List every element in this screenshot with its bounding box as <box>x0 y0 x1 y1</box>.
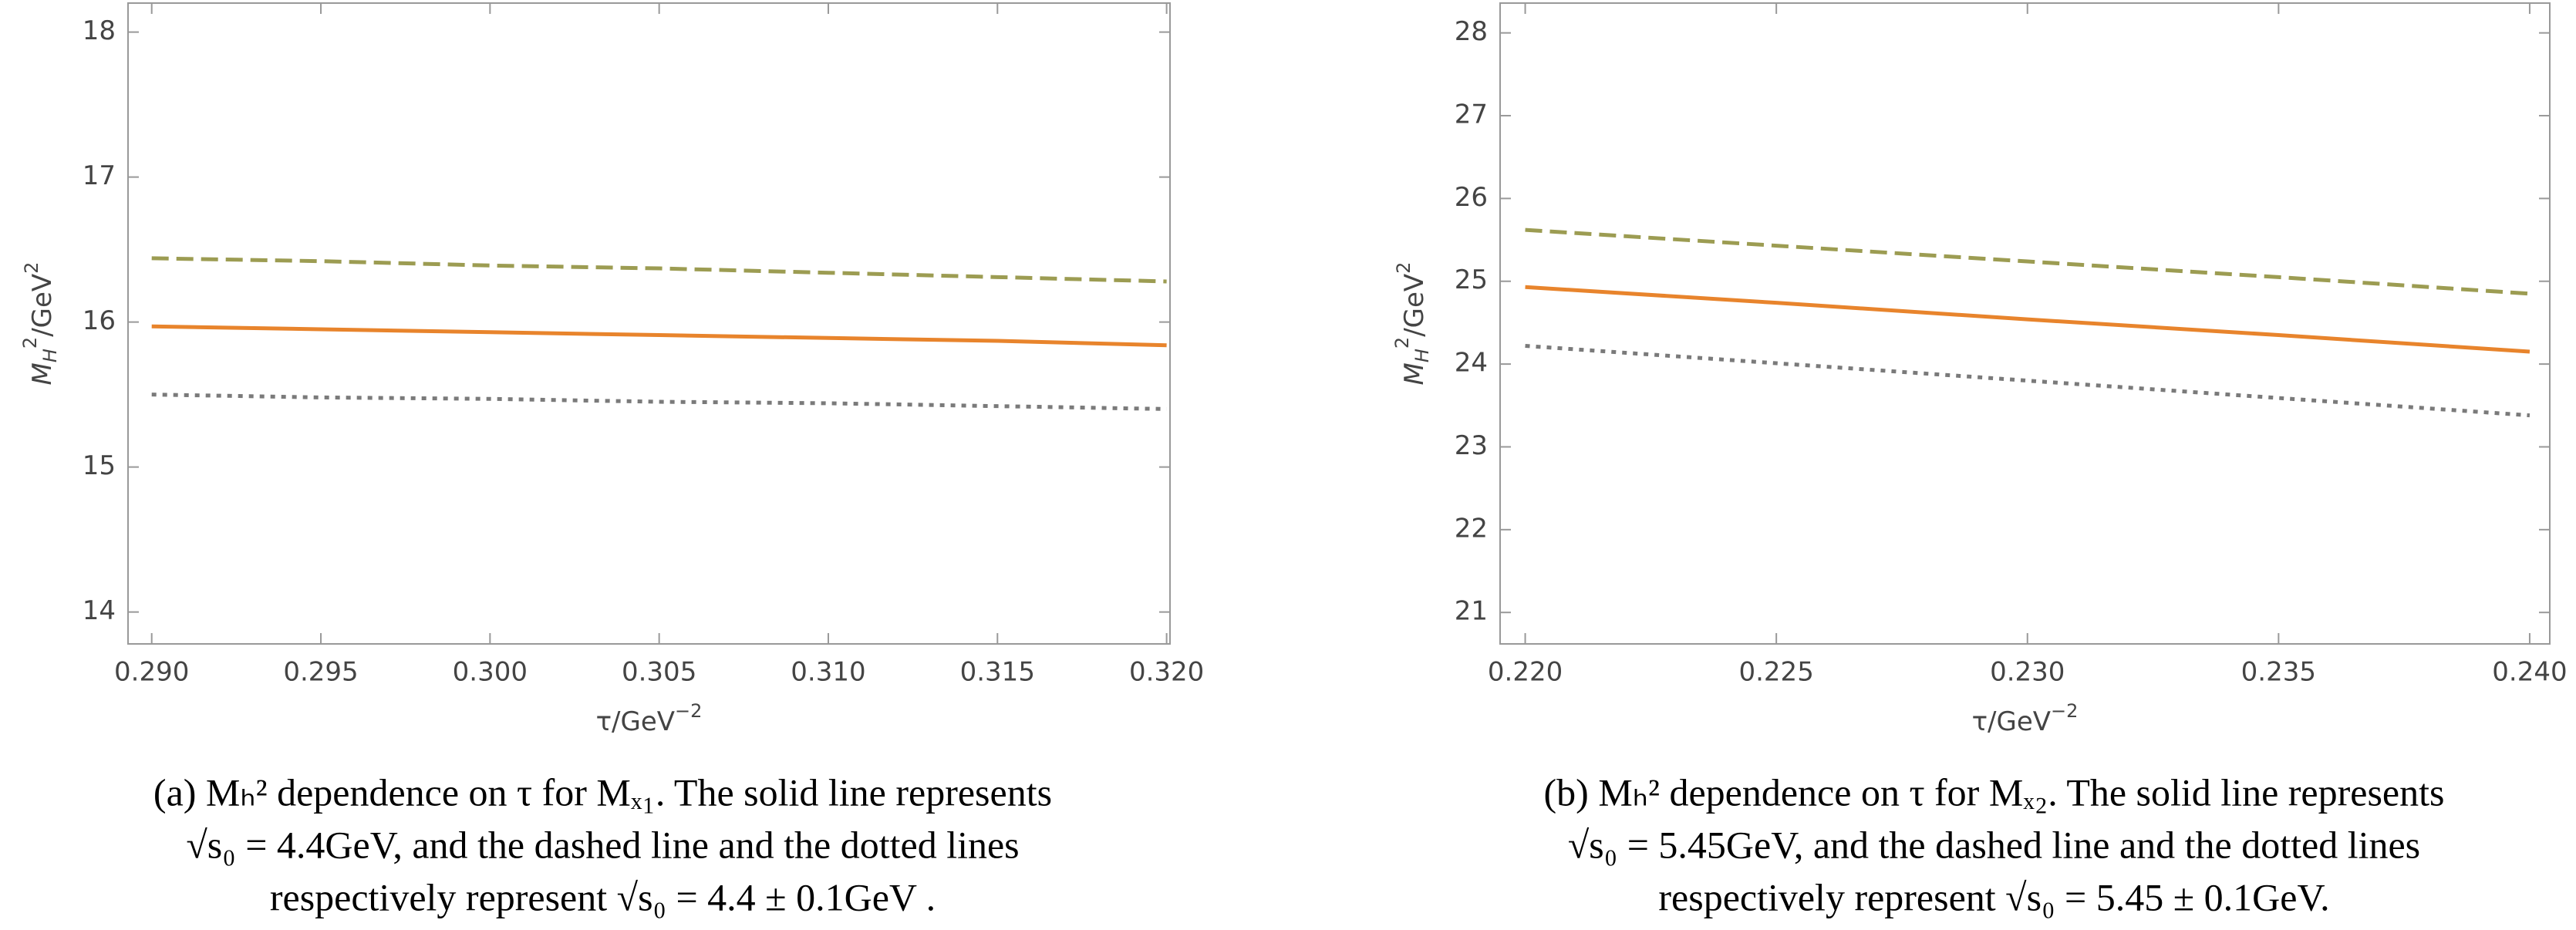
caption-line: (b) Mₕ² dependence on τ for Mₓ₂. The sol… <box>1544 770 2445 814</box>
series-line <box>1525 285 2530 354</box>
x-tick-label: 0.230 <box>1990 657 2065 688</box>
x-tick-label: 0.315 <box>960 657 1035 688</box>
x-label-sup: −2 <box>2051 700 2078 722</box>
y-tick-label: 22 <box>1455 513 1488 544</box>
y-label-sup: 2 <box>1391 337 1413 349</box>
y-tick-label: 28 <box>1455 16 1488 47</box>
caption-line: √s₀ = 5.45GeV, and the dashed line and t… <box>1568 823 2420 866</box>
y-axis-label: MH2/GeV2 <box>19 262 61 386</box>
plot-frame <box>127 2 1171 645</box>
x-label-main: τ/GeV <box>1972 706 2051 737</box>
y-label-sup: 2 <box>19 337 41 349</box>
y-tick-label: 23 <box>1455 430 1488 461</box>
y-label-sub: H <box>39 349 61 362</box>
y-label-main: M <box>27 362 58 385</box>
x-tick-label: 0.290 <box>114 657 189 688</box>
x-tick-label: 0.305 <box>622 657 696 688</box>
y-label-unit: /GeV <box>27 274 58 337</box>
x-label-sup: −2 <box>675 700 702 722</box>
x-label-main: τ/GeV <box>596 706 675 737</box>
x-tick-label: 0.310 <box>791 657 865 688</box>
y-tick-label: 27 <box>1455 99 1488 130</box>
y-label-unit-sup: 2 <box>21 262 42 274</box>
caption-line: (a) Mₕ² dependence on τ for Mₓ₁. The sol… <box>153 770 1052 814</box>
x-tick-label: 0.235 <box>2241 657 2316 688</box>
y-label-sub: H <box>1411 349 1433 362</box>
x-tick-label: 0.320 <box>1129 657 1204 688</box>
y-label-unit-sup: 2 <box>1393 262 1414 274</box>
series-line <box>1525 227 2530 296</box>
y-axis-label: MH2/GeV2 <box>1391 262 1433 386</box>
plot-frame <box>1499 2 2551 645</box>
x-tick-label: 0.295 <box>283 657 358 688</box>
x-axis-label: τ/GeV−2 <box>1972 700 2079 737</box>
x-tick-label: 0.300 <box>453 657 528 688</box>
x-tick-label: 0.240 <box>2492 657 2567 688</box>
y-tick-label: 24 <box>1455 348 1488 379</box>
y-tick-label: 16 <box>83 305 116 336</box>
series-line <box>151 324 1167 348</box>
x-axis-label: τ/GeV−2 <box>596 700 703 737</box>
y-tick-label: 17 <box>83 160 116 191</box>
y-tick-label: 14 <box>83 595 116 626</box>
x-tick-label: 0.220 <box>1488 657 1563 688</box>
y-tick-label: 21 <box>1455 596 1488 627</box>
y-tick-label: 15 <box>83 450 116 481</box>
x-tick-label: 0.225 <box>1738 657 1813 688</box>
y-tick-label: 25 <box>1455 265 1488 295</box>
series-line <box>1525 343 2530 418</box>
y-label-unit: /GeV <box>1399 274 1430 337</box>
caption-line: respectively represent √s₀ = 4.4 ± 0.1Ge… <box>270 875 936 918</box>
series-line <box>151 256 1167 284</box>
chart: 14 15 16 17 18 0.290 0.295 0.300 0.305 0.310 0.315… <box>19 2 1204 918</box>
y-label-main: M <box>1399 362 1430 385</box>
y-tick-label: 18 <box>83 15 116 46</box>
series-line <box>151 393 1167 411</box>
caption-line: √s₀ = 4.4GeV, and the dashed line and th… <box>186 823 1019 866</box>
y-tick-label: 26 <box>1455 182 1488 213</box>
caption-line: respectively represent √s₀ = 5.45 ± 0.1G… <box>1658 875 2329 918</box>
